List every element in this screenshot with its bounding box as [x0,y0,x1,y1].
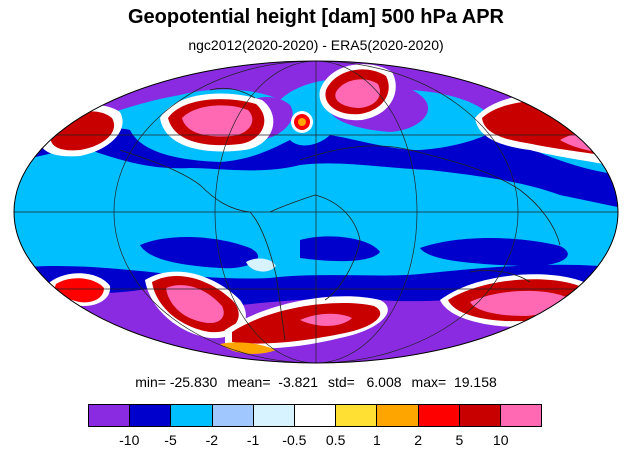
colorbar-swatch [500,405,542,426]
colorbar-swatch [294,405,337,426]
stat-std: std= 6.008 [327,374,402,390]
stat-min: min= -25.830 [135,374,218,390]
anomaly-south-atlantic-pink [300,313,352,326]
colorbar-swatch [171,405,213,426]
colorbar-swatch [377,405,419,426]
anomaly-south-west-red [54,278,104,303]
stat-mean: mean= -3.821 [227,374,318,390]
statistics-line: min= -25.830 mean= -3.821 std= 6.008 max= 1… [0,374,632,390]
field-layer [14,61,618,363]
anomaly-europe-spot-core [298,118,306,126]
colorbar-tick-label: -10 [119,432,140,448]
coastlines [119,87,561,341]
colorbar-tick-label: -1 [246,432,260,448]
graticule [14,61,618,363]
colorbar-swatch [130,405,172,426]
colorbar-swatch [459,405,501,426]
plot-subtitle: ngc2012(2020-2020) - ERA5(2020-2020) [188,37,444,53]
colorbar-tick-label: 1 [373,432,381,448]
south-blue-band-3 [420,238,568,267]
colorbar [88,404,542,427]
globe-outline [13,60,619,364]
south-blue-band-2 [300,236,380,262]
anomaly-south-pacific-pink [166,285,224,324]
colorbar-tick-label: 0.5 [325,432,346,448]
plot-title: Geopotential height [dam] 500 hPa APR [128,6,504,28]
colorbar-tick-label: 5 [455,432,464,448]
colorbar-tick-label: -5 [164,432,177,448]
colorbar-swatch [212,405,254,426]
colorbar-swatch [336,405,378,426]
colorbar-tick-label: -0.5 [282,432,307,448]
south-blue-band [140,236,259,269]
colorbar-tick-label: 10 [492,432,509,448]
colorbar-swatch [253,405,295,426]
anomaly-south-indian-pink [470,290,569,316]
colorbar-tick-label: -2 [205,432,219,448]
colorbar-tick-labels: -10 -5 -2 -1 -0.5 0.5 1 2 5 10 [0,432,632,452]
north-blue-band [14,128,618,210]
anomaly-scandinavia-pink [335,79,380,108]
colorbar-swatch [418,405,460,426]
anomaly-south-atlantic-red [232,303,381,344]
south-lightblue-spot [246,258,276,272]
colorbar-tick-label: 2 [414,432,423,448]
colorbar-swatch [89,405,131,426]
stat-max: max= 19.158 [411,374,497,390]
anomaly-south-atlantic-orange [220,342,276,354]
anomaly-atlantic-pink [182,105,253,137]
